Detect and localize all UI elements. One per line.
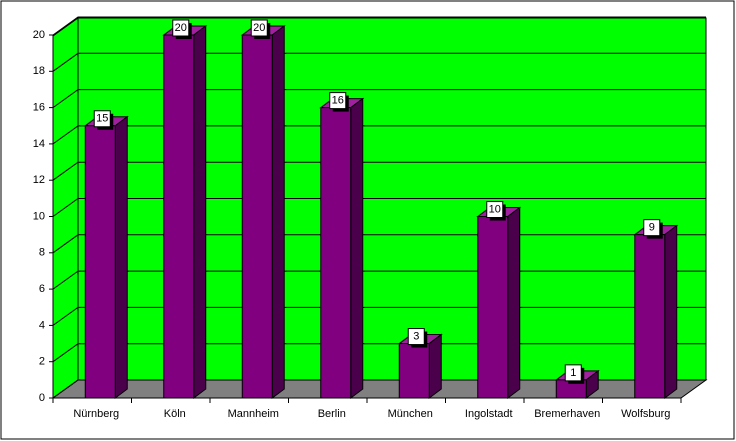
value-label: 9	[649, 222, 655, 234]
grid-line	[52, 52, 706, 72]
y-tick-label: 16	[33, 102, 45, 114]
bar-side	[350, 97, 364, 399]
bar-front	[163, 34, 195, 399]
x-tick-label: Berlin	[318, 408, 346, 420]
value-label: 20	[253, 22, 265, 34]
value-label: 15	[96, 113, 108, 125]
bar-side	[664, 224, 678, 399]
bar	[633, 224, 679, 399]
x-tick-label: München	[388, 408, 433, 420]
x-tick-label: Wolfsburg	[621, 408, 670, 420]
y-tick-label: 18	[33, 65, 45, 77]
value-label: 20	[175, 22, 187, 34]
value-label-box	[643, 219, 661, 237]
bar	[83, 115, 129, 399]
bar-front	[398, 343, 430, 399]
x-tick-label: Köln	[164, 408, 186, 420]
floor	[51, 379, 708, 399]
value-label: 1	[570, 367, 576, 379]
bar-side	[507, 206, 521, 399]
bar	[240, 25, 286, 399]
bar-front	[320, 107, 352, 399]
y-tick-label: 10	[33, 210, 45, 222]
x-tick-label: Mannheim	[228, 408, 279, 420]
x-tick-label: Ingolstadt	[465, 408, 513, 420]
value-label-box	[486, 201, 504, 218]
y-tick-label: 0	[39, 392, 45, 404]
grid-line	[52, 125, 706, 145]
value-label-box	[250, 19, 268, 37]
bar	[162, 25, 208, 399]
grid-line	[52, 89, 706, 109]
value-label-box	[407, 328, 425, 346]
value-label: 16	[332, 95, 344, 107]
bar-front	[634, 234, 666, 399]
bar	[319, 97, 365, 399]
bar-side	[114, 115, 128, 399]
y-tick-label: 12	[33, 174, 45, 186]
bar-side	[271, 25, 285, 399]
value-label-box	[564, 364, 582, 382]
value-label: 10	[489, 203, 501, 215]
y-tick-label: 2	[39, 356, 45, 368]
y-tick-label: 14	[33, 138, 45, 150]
y-tick-label: 8	[39, 247, 45, 259]
x-tick-label: Nürnberg	[73, 408, 119, 420]
y-tick-label: 6	[39, 283, 45, 295]
bar-front	[241, 34, 273, 399]
grid-line	[52, 198, 706, 217]
y-tick-label: 4	[39, 319, 45, 331]
bar-front	[477, 216, 509, 399]
value-label-box	[93, 110, 111, 128]
grid-line	[52, 16, 706, 36]
bar-front	[84, 125, 116, 399]
bar-side	[193, 25, 207, 399]
bar-side	[428, 333, 442, 399]
value-label-box	[172, 19, 190, 37]
value-label: 3	[413, 330, 419, 342]
value-label-box	[329, 92, 347, 110]
y-tick-label: 20	[33, 29, 45, 41]
x-tick-label: Bremerhaven	[534, 408, 600, 420]
grid-line	[52, 161, 706, 181]
bar	[476, 206, 522, 399]
